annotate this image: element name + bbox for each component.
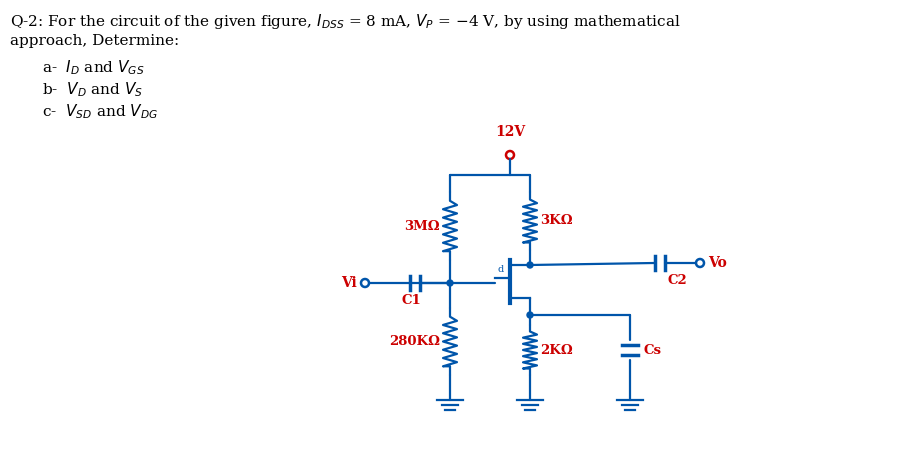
Circle shape [527,312,533,318]
Text: 2KΩ: 2KΩ [540,343,573,357]
Text: C1: C1 [401,294,421,307]
Text: 3KΩ: 3KΩ [540,215,573,228]
Text: Vo: Vo [708,256,727,270]
Text: C2: C2 [668,275,688,287]
Circle shape [447,280,453,286]
Text: 3MΩ: 3MΩ [404,219,440,232]
Text: Q-2: For the circuit of the given figure, $I_{DSS}$ = 8 mA, $V_P$ = −4 V, by usi: Q-2: For the circuit of the given figure… [10,12,681,31]
Text: 12V: 12V [495,125,525,139]
Text: a-  $I_D$ and $V_{GS}$: a- $I_D$ and $V_{GS}$ [42,58,145,76]
Text: 280KΩ: 280KΩ [389,335,440,348]
Circle shape [527,262,533,268]
Text: c-  $V_{SD}$ and $V_{DG}$: c- $V_{SD}$ and $V_{DG}$ [42,102,158,121]
Text: d: d [498,265,505,274]
Text: approach, Determine:: approach, Determine: [10,34,179,48]
Text: Cs: Cs [644,343,662,357]
Text: b-  $V_D$ and $V_S$: b- $V_D$ and $V_S$ [42,80,143,99]
Text: Vi: Vi [342,276,357,290]
